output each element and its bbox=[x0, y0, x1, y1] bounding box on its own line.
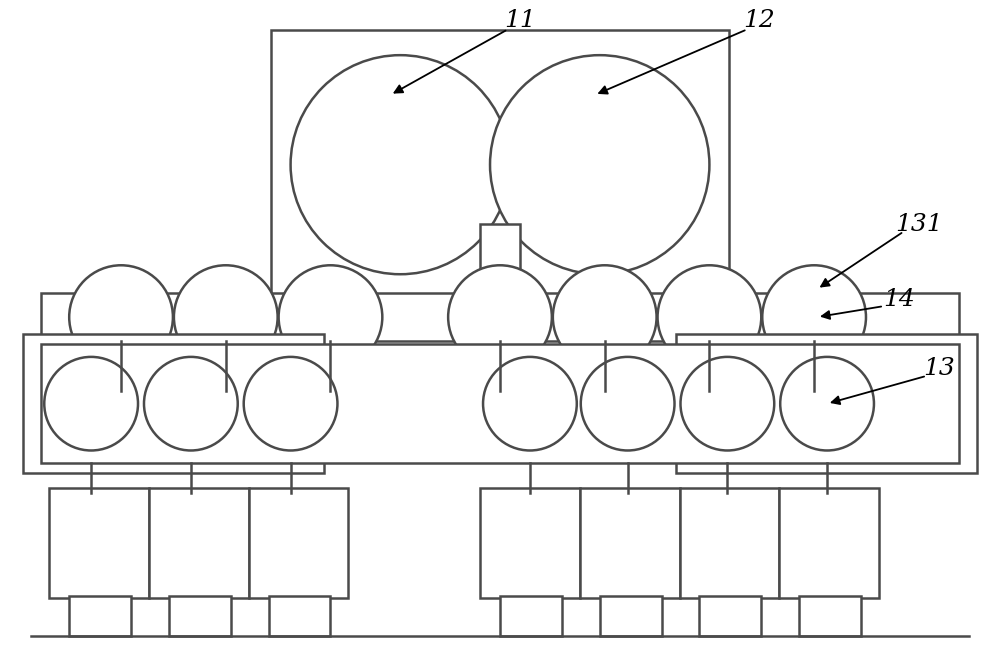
Circle shape bbox=[553, 266, 657, 369]
Circle shape bbox=[291, 55, 510, 274]
Bar bbox=[41, 344, 959, 463]
Circle shape bbox=[581, 357, 675, 451]
Circle shape bbox=[780, 357, 874, 451]
Bar bbox=[500, 596, 562, 636]
Circle shape bbox=[144, 357, 238, 451]
Circle shape bbox=[279, 266, 382, 369]
Bar bbox=[480, 225, 520, 279]
Bar bbox=[269, 596, 330, 636]
Bar bbox=[580, 488, 680, 598]
Text: 12: 12 bbox=[743, 9, 775, 32]
Circle shape bbox=[490, 55, 709, 274]
Text: 11: 11 bbox=[504, 9, 536, 32]
Bar bbox=[488, 277, 512, 299]
Bar bbox=[779, 488, 879, 598]
Circle shape bbox=[244, 357, 337, 451]
Bar bbox=[49, 488, 149, 598]
Bar bbox=[249, 488, 348, 598]
Circle shape bbox=[448, 266, 552, 369]
Bar bbox=[699, 596, 761, 636]
Circle shape bbox=[658, 266, 761, 369]
Circle shape bbox=[69, 266, 173, 369]
Bar bbox=[271, 30, 729, 299]
Bar bbox=[600, 596, 662, 636]
Bar bbox=[23, 334, 324, 473]
Circle shape bbox=[680, 357, 774, 451]
Bar bbox=[680, 488, 779, 598]
Circle shape bbox=[174, 266, 278, 369]
Text: 14: 14 bbox=[883, 287, 915, 310]
Circle shape bbox=[483, 357, 577, 451]
Bar bbox=[676, 334, 977, 473]
Bar bbox=[149, 488, 249, 598]
Text: 131: 131 bbox=[895, 213, 943, 236]
Bar bbox=[69, 596, 131, 636]
Bar bbox=[169, 596, 231, 636]
Circle shape bbox=[762, 266, 866, 369]
Circle shape bbox=[44, 357, 138, 451]
Text: 13: 13 bbox=[923, 357, 955, 380]
Bar bbox=[41, 293, 959, 341]
Bar bbox=[799, 596, 861, 636]
Bar bbox=[480, 488, 580, 598]
